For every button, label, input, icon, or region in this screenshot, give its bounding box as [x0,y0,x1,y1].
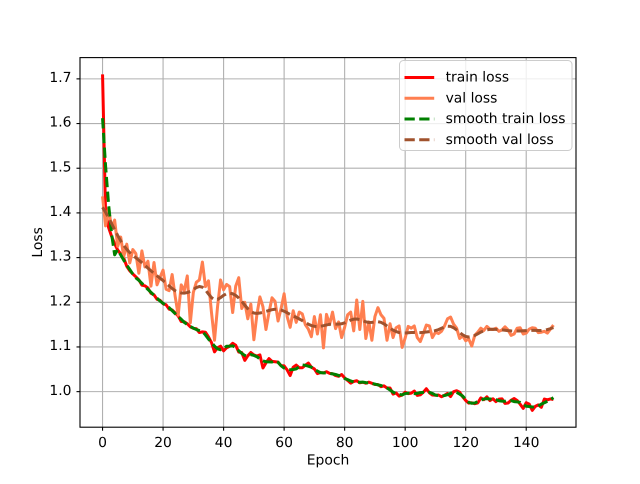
x-tick-label: 60 [275,435,293,451]
smooth-train-loss-line [101,118,555,409]
x-tick-label: 120 [452,435,478,451]
y-tick-label: 1.6 [49,115,71,131]
y-tick-label: 1.0 [49,383,71,399]
legend-box [399,60,573,151]
y-tick-label: 1.3 [49,249,71,265]
x-tick-label: 0 [98,435,107,451]
y-tick-label: 1.2 [49,293,71,309]
legend-label: smooth train loss [446,111,566,127]
axes-layer: 0 20 40 60 80 100 120 140 1.0 1.1 1.2 1.3 1.4 1.5 1.6 1… [49,57,577,451]
axes-spines [79,57,577,428]
x-tick-label: 40 [215,435,233,451]
smooth-val-loss-line [101,206,554,339]
legend: train loss val loss smooth train loss smoot… [399,60,573,151]
x-tick-label: 80 [336,435,354,451]
legend-label: smooth val loss [446,132,554,148]
series-layer [101,74,555,412]
y-tick-label: 1.1 [49,338,71,354]
y-tick-label: 1.4 [49,204,71,220]
y-axis-label: Loss [30,227,46,257]
x-axis-label: Epoch [307,453,350,469]
x-tick-label: 20 [154,435,172,451]
x-tick-label: 140 [513,435,539,451]
val-loss-line [101,196,555,350]
x-tick-label: 100 [392,435,418,451]
y-tick-label: 1.5 [49,159,71,175]
y-tick-label: 1.7 [49,70,71,86]
legend-label: train loss [446,70,510,86]
legend-label: val loss [446,90,498,106]
